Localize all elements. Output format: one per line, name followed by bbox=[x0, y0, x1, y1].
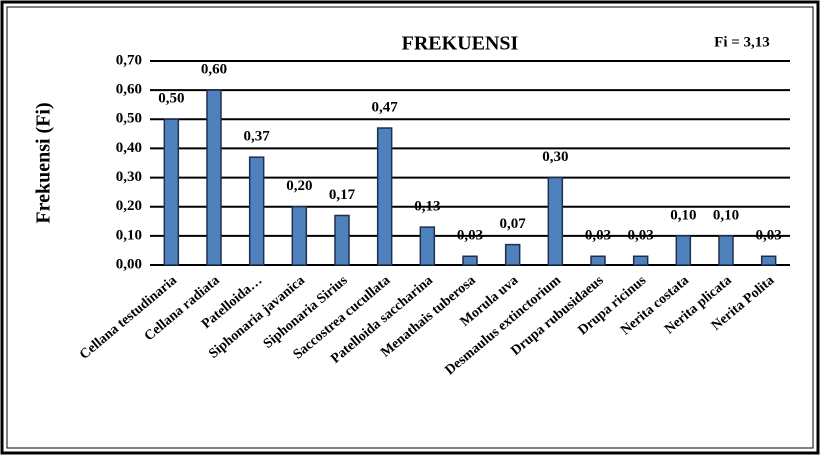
value-label: 0,37 bbox=[244, 129, 271, 145]
y-tick-label: 0,50 bbox=[116, 111, 142, 127]
y-tick-label: 0,40 bbox=[116, 140, 142, 156]
x-tick-label: Cellana radiata bbox=[142, 273, 223, 344]
value-label: 0,13 bbox=[414, 199, 440, 215]
value-label: 0,03 bbox=[628, 228, 654, 244]
value-label: 0,60 bbox=[201, 62, 227, 78]
y-tick-label: 0,00 bbox=[116, 256, 142, 272]
bar bbox=[590, 255, 606, 266]
bar bbox=[462, 255, 478, 266]
y-tick-label: 0,60 bbox=[116, 82, 142, 98]
bar bbox=[248, 156, 265, 266]
y-tick-label: 0,20 bbox=[116, 198, 142, 214]
y-tick-label: 0,30 bbox=[116, 169, 142, 185]
bar bbox=[206, 89, 222, 266]
value-label: 0,03 bbox=[756, 228, 782, 244]
value-label: 0,10 bbox=[713, 207, 739, 223]
annotation: Fi = 3,13 bbox=[714, 34, 770, 50]
bar bbox=[419, 226, 436, 266]
value-label: 0,03 bbox=[585, 228, 611, 244]
value-label: 0,50 bbox=[158, 91, 184, 107]
value-label: 0,47 bbox=[372, 99, 399, 115]
value-label: 0,30 bbox=[542, 149, 568, 165]
y-tick-label: 0,70 bbox=[116, 52, 142, 68]
bar bbox=[675, 235, 692, 266]
value-label: 0,17 bbox=[329, 187, 356, 203]
bar bbox=[504, 243, 521, 266]
bar bbox=[334, 214, 350, 266]
bar bbox=[632, 255, 649, 266]
bar bbox=[718, 235, 734, 266]
inner-frame bbox=[6, 6, 814, 449]
bar bbox=[760, 255, 777, 266]
bar bbox=[376, 127, 393, 266]
bar bbox=[291, 205, 308, 266]
bar bbox=[163, 118, 180, 266]
value-label: 0,07 bbox=[500, 216, 527, 232]
value-label: 0,10 bbox=[670, 207, 696, 223]
value-label: 0,03 bbox=[457, 228, 483, 244]
chart-title: FREKUENSI bbox=[402, 33, 519, 55]
y-axis-label: Frekuensi (Fi) bbox=[33, 102, 55, 223]
bar bbox=[547, 176, 564, 266]
y-tick-label: 0,10 bbox=[116, 227, 142, 243]
value-label: 0,20 bbox=[286, 178, 312, 194]
